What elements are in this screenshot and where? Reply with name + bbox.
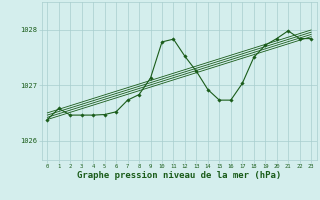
X-axis label: Graphe pression niveau de la mer (hPa): Graphe pression niveau de la mer (hPa) <box>77 171 281 180</box>
